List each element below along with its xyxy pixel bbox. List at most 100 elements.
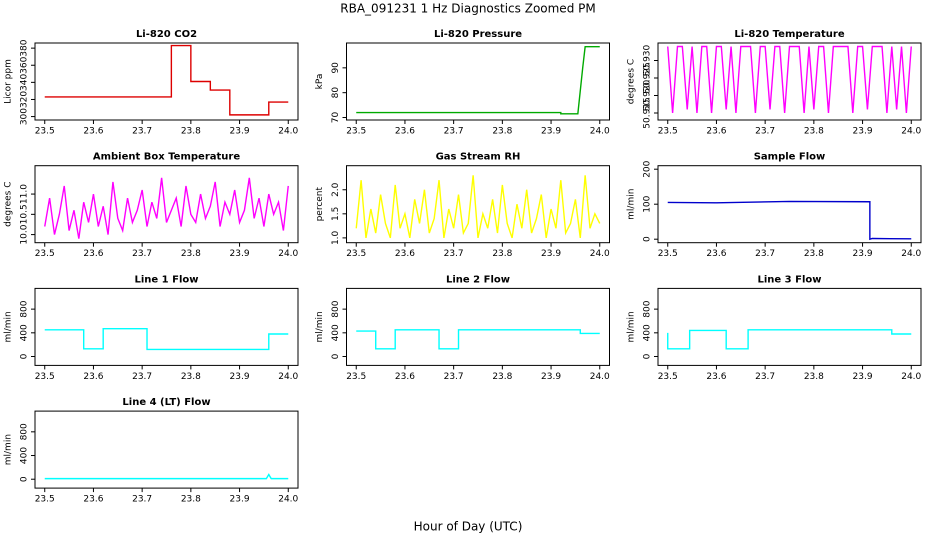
panel-title: Li-820 Temperature <box>734 29 844 40</box>
x-tick-label: 23.7 <box>132 495 152 505</box>
x-axis-label: Hour of Day (UTC) <box>414 520 523 534</box>
x-tick-label: 24.0 <box>278 372 298 382</box>
y-tick-label: 400 <box>20 324 30 341</box>
y-tick-label: 0 <box>643 236 653 242</box>
x-tick-label: 23.6 <box>706 127 726 137</box>
x-tick-label: 23.9 <box>230 372 250 382</box>
y-tick-label: 400 <box>643 324 653 341</box>
x-tick-label: 23.8 <box>804 249 824 259</box>
x-tick-label: 23.9 <box>541 249 561 259</box>
x-tick-label: 23.6 <box>83 249 103 259</box>
x-tick-label: 23.9 <box>541 372 561 382</box>
x-tick-label: 23.8 <box>804 127 824 137</box>
x-tick-label: 23.5 <box>346 127 366 137</box>
y-axis-label: Licor ppm <box>4 59 14 104</box>
plot-frame <box>346 42 610 121</box>
y-tick-label: 100 <box>643 195 653 212</box>
plot-frame <box>34 165 299 244</box>
y-axis-label: kPa <box>315 74 325 90</box>
y-tick-label: 0 <box>331 353 341 359</box>
x-tick-label: 23.6 <box>83 127 103 137</box>
x-tick-label: 24.0 <box>278 127 298 137</box>
y-tick-label: 340 <box>20 73 30 90</box>
x-tick-label: 23.8 <box>804 372 824 382</box>
y-tick-label: 80 <box>331 87 341 99</box>
y-tick-label: 320 <box>20 91 30 108</box>
panel-title: Ambient Box Temperature <box>93 152 240 163</box>
y-tick-label: 1.5 <box>331 207 341 221</box>
y-axis-label: ml/min <box>4 434 14 465</box>
y-tick-label: 70 <box>331 112 341 124</box>
x-tick-label: 23.5 <box>658 372 678 382</box>
y-tick-label: 0 <box>20 353 30 359</box>
plot-frame <box>657 165 922 244</box>
y-tick-label: 800 <box>643 300 653 317</box>
y-tick-label: 800 <box>20 423 30 440</box>
x-tick-label: 24.0 <box>278 495 298 505</box>
x-tick-label: 23.9 <box>853 249 873 259</box>
y-tick-label: 50.920 <box>643 79 653 111</box>
x-tick-label: 23.5 <box>35 249 55 259</box>
panel-title: Gas Stream RH <box>436 152 521 163</box>
x-tick-label: 23.8 <box>492 127 512 137</box>
x-tick-label: 23.9 <box>230 127 250 137</box>
plot-frame <box>34 287 299 366</box>
data-line <box>44 327 289 351</box>
x-tick-label: 24.0 <box>901 249 921 259</box>
x-tick-label: 23.8 <box>492 249 512 259</box>
x-tick-label: 23.5 <box>35 127 55 137</box>
y-tick-label: 800 <box>331 300 341 317</box>
x-tick-label: 23.7 <box>755 127 775 137</box>
x-tick-label: 24.0 <box>590 372 610 382</box>
panel-title: Line 3 Flow <box>758 274 822 285</box>
x-tick-label: 23.7 <box>132 372 152 382</box>
y-tick-label: 10.5 <box>20 204 30 224</box>
y-axis-label: ml/min <box>627 189 637 220</box>
x-tick-label: 24.0 <box>901 372 921 382</box>
y-tick-label: 10.0 <box>20 224 30 244</box>
plot-frame <box>34 42 299 121</box>
data-line <box>667 45 912 114</box>
y-tick-label: 380 <box>20 39 30 56</box>
y-tick-label: 400 <box>331 324 341 341</box>
x-tick-label: 24.0 <box>590 127 610 137</box>
x-tick-label: 23.7 <box>132 127 152 137</box>
x-tick-label: 23.8 <box>492 372 512 382</box>
x-tick-label: 23.5 <box>658 249 678 259</box>
y-tick-label: 2.0 <box>331 182 341 197</box>
x-tick-label: 23.5 <box>35 372 55 382</box>
y-tick-label: 200 <box>643 160 653 177</box>
y-tick-label: 50.930 <box>643 44 653 76</box>
x-tick-label: 23.9 <box>230 249 250 259</box>
data-line <box>44 177 289 239</box>
x-tick-label: 24.0 <box>278 249 298 259</box>
y-axis-label: ml/min <box>627 311 637 342</box>
y-axis-label: degrees C <box>4 182 14 227</box>
x-tick-label: 23.5 <box>346 249 366 259</box>
x-tick-label: 23.5 <box>346 372 366 382</box>
y-axis-label: percent <box>315 187 325 222</box>
plot-frame <box>657 287 922 366</box>
x-tick-label: 23.5 <box>35 495 55 505</box>
figure-title: RBA_091231 1 Hz Diagnostics Zoomed PM <box>340 2 595 16</box>
panel-title: Line 2 Flow <box>446 274 510 285</box>
x-tick-label: 23.9 <box>230 495 250 505</box>
y-tick-label: 11.0 <box>20 184 30 204</box>
y-tick-label: 360 <box>20 56 30 73</box>
y-tick-label: 50.915 <box>643 97 653 129</box>
plot-frame <box>346 287 610 366</box>
x-tick-label: 23.6 <box>83 495 103 505</box>
y-tick-label: 0 <box>643 353 653 359</box>
x-tick-label: 23.7 <box>755 372 775 382</box>
y-tick-label: 300 <box>20 108 30 125</box>
panel-title: Sample Flow <box>754 152 826 163</box>
y-tick-label: 800 <box>20 300 30 317</box>
x-tick-label: 23.9 <box>541 127 561 137</box>
panel-title: Line 1 Flow <box>135 274 199 285</box>
panel-title: Line 4 (LT) Flow <box>122 397 210 408</box>
data-line <box>356 329 600 350</box>
x-tick-label: 23.7 <box>444 127 464 137</box>
y-tick-label: 50.925 <box>643 62 653 94</box>
plot-frame <box>657 42 922 121</box>
